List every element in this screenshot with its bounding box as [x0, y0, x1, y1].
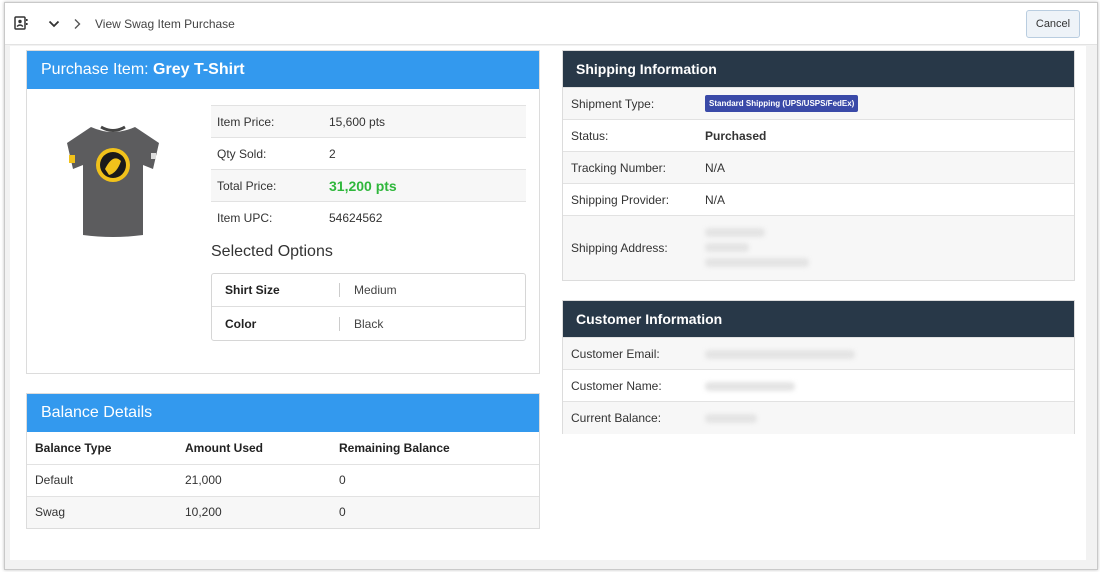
shipping-provider-value: N/A [697, 183, 1074, 216]
selected-options-title: Selected Options [211, 243, 333, 260]
balance-table: Balance Type Amount Used Remaining Balan… [27, 432, 539, 528]
item-details-table: Item Price: 15,600 pts Qty Sold: 2 Total… [211, 105, 526, 234]
tshirt-image [67, 125, 159, 237]
table-row: Total Price: 31,200 pts [211, 169, 526, 202]
remaining-balance-cell: 0 [331, 464, 539, 497]
table-row: Default 21,000 0 [27, 464, 539, 497]
customer-email-value-redacted [697, 337, 1074, 370]
selected-options-table: Shirt Size Medium Color Black [211, 273, 526, 341]
shipping-address-label: Shipping Address: [563, 215, 697, 280]
col-amount-used: Amount Used [177, 432, 331, 465]
customer-information-panel: Customer Information Customer Email: Cus… [562, 300, 1075, 434]
col-remaining-balance: Remaining Balance [331, 432, 539, 465]
balance-type-cell: Swag [27, 496, 177, 528]
table-row: Status: Purchased [563, 119, 1074, 152]
total-price-value: 31,200 pts [323, 169, 526, 202]
qty-sold-label: Qty Sold: [211, 137, 323, 170]
cancel-button[interactable]: Cancel [1026, 10, 1080, 38]
contact-card-icon[interactable] [14, 16, 28, 30]
shipping-table: Shipment Type: Standard Shipping (UPS/US… [563, 87, 1074, 280]
shipping-provider-label: Shipping Provider: [563, 183, 697, 216]
main-content: Purchase Item: Grey T-Shirt Item Price: … [10, 46, 1086, 560]
table-row: Customer Email: [563, 337, 1074, 370]
status-label: Status: [563, 119, 697, 152]
window-frame: View Swag Item Purchase Cancel Purchase … [4, 2, 1098, 570]
chevron-right-icon [74, 19, 81, 29]
customer-name-value-redacted [697, 369, 1074, 402]
remaining-balance-cell: 0 [331, 496, 539, 528]
table-row: Current Balance: [563, 401, 1074, 434]
table-row: Shipment Type: Standard Shipping (UPS/US… [563, 87, 1074, 120]
table-row: Shipping Provider: N/A [563, 183, 1074, 216]
item-upc-label: Item UPC: [211, 201, 323, 234]
shirt-size-label: Shirt Size [212, 274, 340, 307]
balance-type-cell: Default [27, 464, 177, 497]
table-row: Qty Sold: 2 [211, 137, 526, 170]
customer-email-label: Customer Email: [563, 337, 697, 370]
item-upc-value: 54624562 [323, 201, 526, 234]
balance-details-panel: Balance Details Balance Type Amount Used… [26, 393, 540, 529]
current-balance-label: Current Balance: [563, 401, 697, 434]
total-price-label: Total Price: [211, 169, 323, 202]
amount-used-cell: 21,000 [177, 464, 331, 497]
table-row: Tracking Number: N/A [563, 151, 1074, 184]
table-row: Swag 10,200 0 [27, 496, 539, 528]
color-label: Color [225, 316, 257, 331]
col-balance-type: Balance Type [27, 432, 177, 465]
shipment-type-badge: Standard Shipping (UPS/USPS/FedEx) [705, 95, 859, 112]
table-header-row: Balance Type Amount Used Remaining Balan… [27, 432, 539, 465]
table-row: Customer Name: [563, 369, 1074, 402]
qty-sold-value: 2 [323, 137, 526, 170]
color-value: Black [339, 316, 384, 331]
tracking-number-value: N/A [697, 151, 1074, 184]
table-row: Item Price: 15,600 pts [211, 105, 526, 138]
purchase-item-header: Purchase Item: Grey T-Shirt [27, 51, 539, 89]
top-bar: View Swag Item Purchase Cancel [5, 3, 1097, 45]
table-row: Shipping Address: [563, 215, 1074, 280]
customer-table: Customer Email: Customer Name: Current B… [563, 337, 1074, 434]
table-row: Shirt Size Medium [212, 274, 525, 307]
tracking-number-label: Tracking Number: [563, 151, 697, 184]
current-balance-value-redacted [697, 401, 1074, 434]
purchase-item-panel: Purchase Item: Grey T-Shirt Item Price: … [26, 50, 540, 374]
customer-information-header: Customer Information [563, 301, 1074, 337]
item-name: Grey T-Shirt [153, 61, 245, 78]
purchase-heading-prefix: Purchase Item: [41, 61, 154, 78]
shipping-address-value-redacted [697, 215, 1074, 280]
breadcrumb: View Swag Item Purchase [95, 17, 235, 31]
shipping-information-header: Shipping Information [563, 51, 1074, 87]
shirt-size-value: Medium [339, 283, 397, 297]
shipping-information-panel: Shipping Information Shipment Type: Stan… [562, 50, 1075, 281]
table-row: Item UPC: 54624562 [211, 201, 526, 234]
table-row: Color Black [212, 307, 525, 340]
item-price-label: Item Price: [211, 105, 323, 138]
amount-used-cell: 10,200 [177, 496, 331, 528]
customer-name-label: Customer Name: [563, 369, 697, 402]
status-value: Purchased [697, 119, 1074, 152]
shipment-type-label: Shipment Type: [563, 87, 697, 120]
item-price-value: 15,600 pts [323, 105, 526, 138]
balance-details-header: Balance Details [27, 394, 539, 432]
chevron-down-icon[interactable] [48, 19, 60, 29]
